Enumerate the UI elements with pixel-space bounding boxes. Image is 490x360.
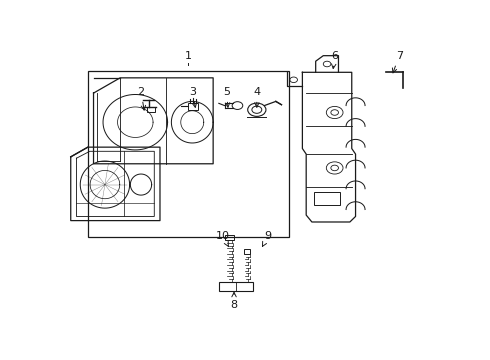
Text: 9: 9 [263, 231, 272, 247]
Text: 5: 5 [223, 87, 230, 107]
Bar [314, 192, 341, 205]
Bar [88, 71, 289, 237]
Bar [147, 107, 155, 112]
Text: 7: 7 [392, 51, 403, 73]
Text: 3: 3 [189, 87, 196, 107]
Text: 8: 8 [230, 292, 238, 310]
Bar [219, 282, 253, 291]
Text: 6: 6 [331, 51, 338, 68]
Text: 1: 1 [185, 51, 192, 61]
Bar [189, 103, 198, 110]
Bar [244, 249, 250, 254]
Bar [225, 235, 234, 240]
Text: 2: 2 [137, 87, 146, 110]
Text: 4: 4 [253, 87, 260, 107]
Text: 10: 10 [216, 231, 230, 247]
